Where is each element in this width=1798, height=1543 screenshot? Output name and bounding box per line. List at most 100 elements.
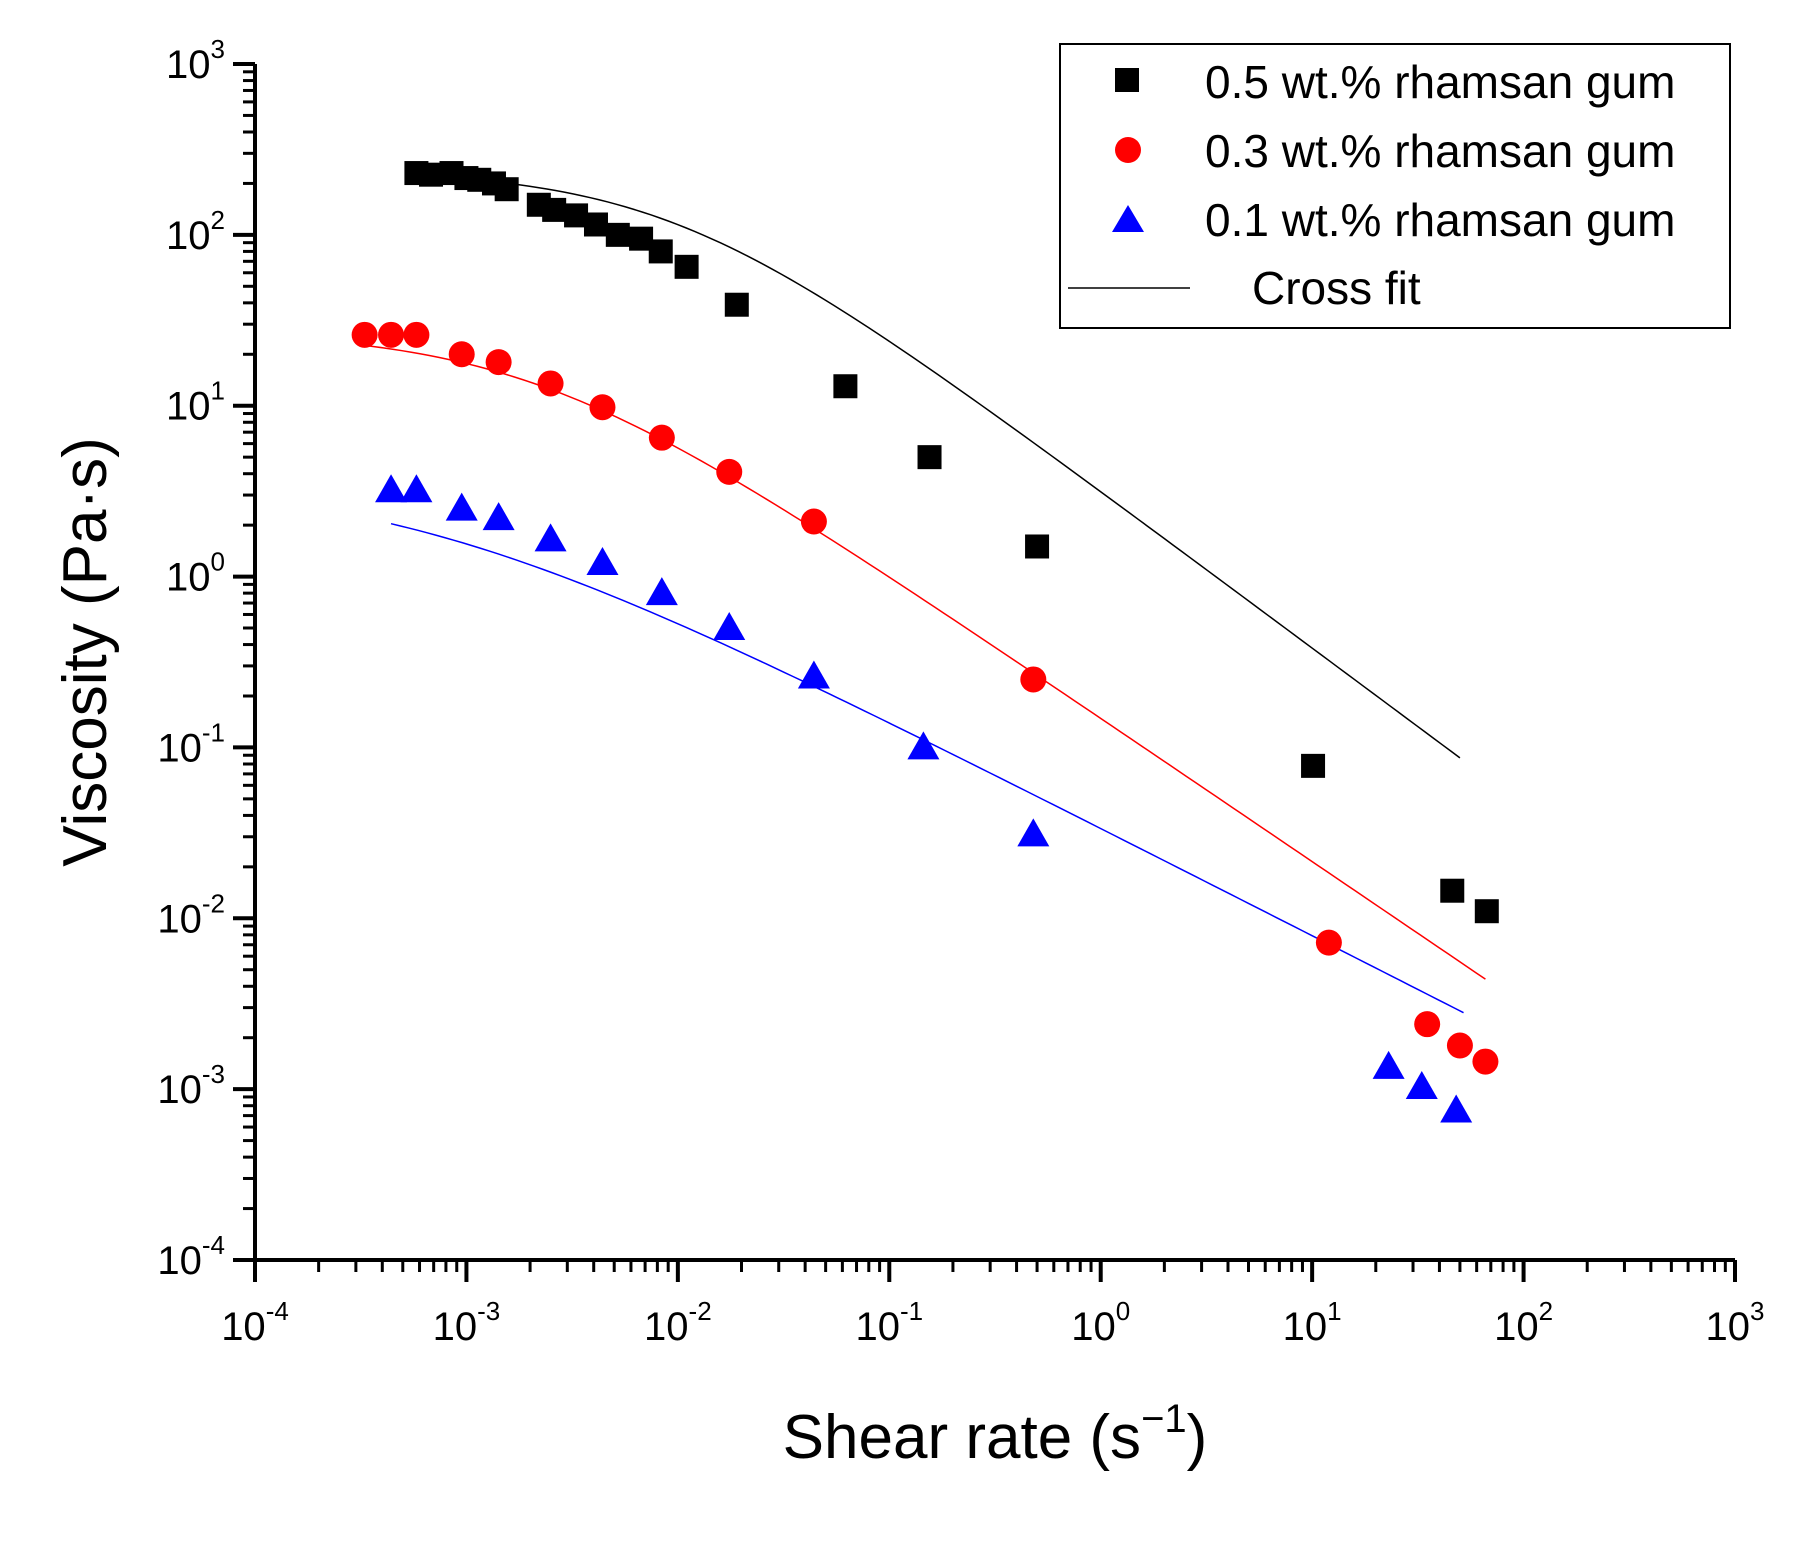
y-tick-exponent: 1 <box>211 376 225 406</box>
data-point-circle <box>589 394 616 421</box>
y-tick-label: 103 <box>166 34 225 87</box>
x-tick-base: 10 <box>433 1305 478 1349</box>
data-point-triangle <box>1017 818 1050 847</box>
y-tick-base: 10 <box>166 214 211 258</box>
x-tick-base: 10 <box>855 1305 900 1349</box>
x-tick-label: 10-3 <box>433 1296 501 1349</box>
data-point-square <box>494 177 519 202</box>
x-tick-base: 10 <box>1494 1305 1539 1349</box>
data-point-triangle <box>907 731 940 760</box>
x-tick-label: 10-2 <box>644 1296 712 1349</box>
x-tick-exponent: 2 <box>1539 1296 1553 1326</box>
data-point-circle <box>800 508 827 535</box>
legend: 0.5 wt.% rhamsan gum 0.3 wt.% rhamsan gu… <box>1059 43 1731 329</box>
y-tick-exponent: -4 <box>202 1230 225 1260</box>
cross-fit-line-2 <box>364 344 1486 980</box>
y-tick-label: 10-4 <box>157 1230 225 1283</box>
data-point-square <box>1025 534 1050 559</box>
y-tick-label: 10-3 <box>157 1059 225 1112</box>
data-point-circle <box>403 321 430 348</box>
x-tick-label: 10-4 <box>221 1296 289 1349</box>
data-point-circle <box>351 321 378 348</box>
data-point-circle <box>1446 1032 1473 1059</box>
data-point-triangle <box>1440 1094 1473 1123</box>
data-point-circle <box>485 349 512 376</box>
y-tick-base: 10 <box>157 1068 202 1112</box>
x-tick-label: 103 <box>1706 1296 1765 1349</box>
data-point-triangle <box>713 612 746 641</box>
x-tick-base: 10 <box>1283 1305 1328 1349</box>
data-point-circle <box>1020 666 1047 693</box>
legend-label-series-3: 0.1 wt.% rhamsan gum <box>1205 194 1675 246</box>
data-point-square <box>1440 878 1465 903</box>
y-tick-exponent: -2 <box>202 888 225 918</box>
data-point-square <box>724 292 749 317</box>
x-axis-title-close: ) <box>1187 1403 1208 1472</box>
y-tick-exponent: 2 <box>211 205 225 235</box>
x-tick-exponent: 0 <box>1116 1296 1130 1326</box>
x-axis-title: Shear rate (s−1) <box>783 1397 1208 1472</box>
data-point-square <box>648 239 673 264</box>
y-tick-label: 101 <box>166 376 225 429</box>
x-tick-exponent: 1 <box>1327 1296 1341 1326</box>
x-axis-title-text: Shear rate (s <box>783 1403 1141 1472</box>
y-tick-base: 10 <box>166 43 211 87</box>
x-tick-exponent: -3 <box>477 1296 500 1326</box>
data-point-square <box>1301 753 1326 778</box>
x-tick-exponent: -4 <box>266 1296 289 1326</box>
y-tick-base: 10 <box>157 726 202 770</box>
data-point-triangle <box>534 523 567 552</box>
data-point-square <box>419 162 444 187</box>
x-tick-exponent: -1 <box>900 1296 923 1326</box>
x-axis-tick-labels: 10-4 10-3 10-2 10-1 100 101 102 103 <box>221 1296 1764 1349</box>
data-point-circle <box>648 424 675 451</box>
data-point-triangle <box>797 660 830 689</box>
y-axis-title: Viscosity (Pa·s) <box>51 437 120 867</box>
data-point-circle <box>378 321 405 348</box>
data-point-triangle <box>1372 1050 1405 1079</box>
y-tick-label: 102 <box>166 205 225 258</box>
y-tick-base: 10 <box>166 385 211 429</box>
x-tick-base: 10 <box>644 1305 689 1349</box>
x-tick-base: 10 <box>1706 1305 1751 1349</box>
x-axis-ticks <box>253 1260 1737 1282</box>
data-point-square <box>542 197 567 222</box>
data-point-triangle <box>645 577 678 606</box>
data-point-triangle <box>586 547 619 576</box>
data-point-triangle <box>1405 1070 1438 1099</box>
data-point-square <box>833 374 858 399</box>
data-point-square <box>1474 899 1499 924</box>
data-point-triangle <box>482 502 515 531</box>
x-tick-label: 100 <box>1071 1296 1130 1349</box>
data-point-triangle <box>400 474 433 503</box>
y-tick-label: 10-1 <box>157 717 225 770</box>
data-point-square <box>605 222 630 247</box>
legend-marker-triangle <box>1112 205 1144 232</box>
data-point-circle <box>537 370 564 397</box>
data-point-circle <box>1315 929 1342 956</box>
cross-fit-line-1 <box>416 174 1461 759</box>
data-point-triangle <box>445 492 478 521</box>
legend-marker-circle <box>1115 137 1141 163</box>
x-tick-base: 10 <box>1071 1305 1116 1349</box>
data-point-square <box>583 212 608 237</box>
x-tick-base: 10 <box>221 1305 266 1349</box>
data-point-square <box>674 254 699 279</box>
x-axis-title-sup: −1 <box>1141 1397 1187 1441</box>
legend-label-series-2: 0.3 wt.% rhamsan gum <box>1205 125 1675 177</box>
data-point-circle <box>1472 1048 1499 1075</box>
legend-label-fit: Cross fit <box>1252 262 1421 314</box>
data-point-circle <box>1414 1011 1441 1038</box>
y-tick-exponent: -3 <box>202 1059 225 1089</box>
y-tick-exponent: -1 <box>202 717 225 747</box>
y-tick-label: 10-2 <box>157 888 225 941</box>
x-tick-exponent: -2 <box>689 1296 712 1326</box>
data-point-circle <box>448 341 475 368</box>
data-point-triangle <box>375 474 408 503</box>
y-axis-ticks <box>233 62 255 1262</box>
y-tick-exponent: 0 <box>211 547 225 577</box>
x-tick-label: 10-1 <box>855 1296 923 1349</box>
y-tick-base: 10 <box>166 556 211 600</box>
x-tick-exponent: 3 <box>1750 1296 1764 1326</box>
